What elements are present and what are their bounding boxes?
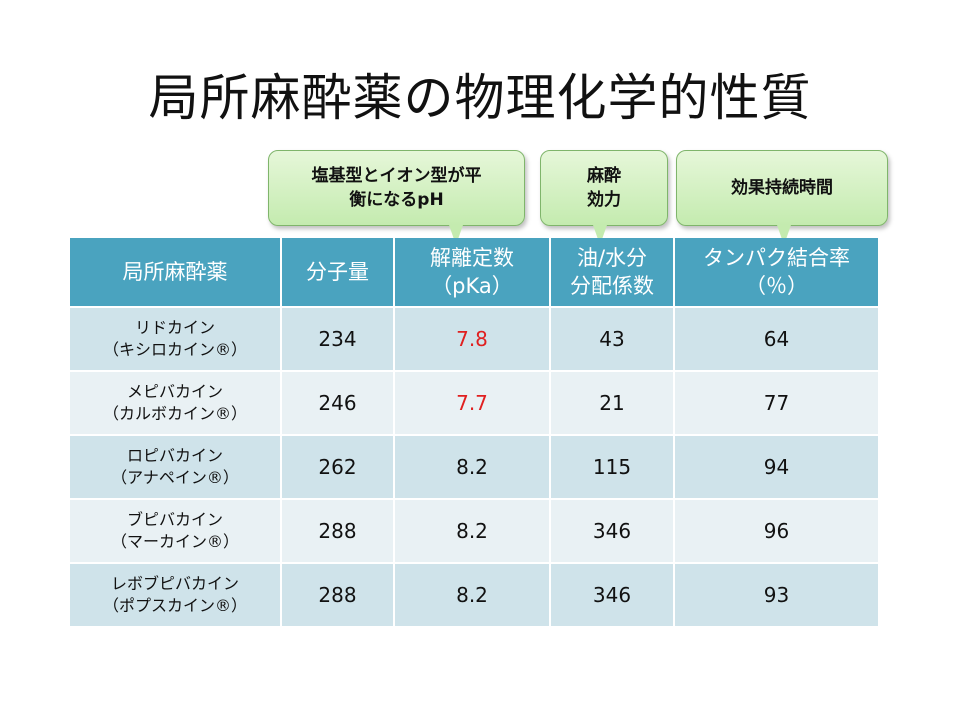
partition-value: 346 (550, 498, 675, 563)
table-row: リドカイン （キシロカイン®） 234 7.8 43 64 (70, 306, 878, 371)
partition-value: 21 (550, 370, 675, 435)
molecular-weight: 288 (281, 562, 395, 626)
table-row: メピバカイン （カルボカイン®） 246 7.7 21 77 (70, 370, 878, 435)
pka-value: 8.2 (394, 434, 551, 499)
partition-value: 115 (550, 434, 675, 499)
binding-value: 94 (674, 434, 878, 499)
header-drug: 局所麻酔薬 (70, 238, 282, 307)
binding-value: 93 (674, 562, 878, 626)
drug-name: ロピバカイン （アナペイン®） (70, 434, 282, 499)
binding-value: 64 (674, 306, 878, 371)
pka-value: 7.8 (394, 306, 551, 371)
callout-pka-text: 塩基型とイオン型が平 衡になるpH (311, 166, 482, 210)
header-partition-coefficient: 油/水分 分配係数 (550, 238, 675, 307)
header-pka: 解離定数 （pKa） (394, 238, 551, 307)
partition-value: 346 (550, 562, 675, 626)
drug-name: メピバカイン （カルボカイン®） (70, 370, 282, 435)
callout-duration-note: 効果持続時間 (676, 150, 888, 245)
binding-value: 96 (674, 498, 878, 563)
table-header-row: 局所麻酔薬 分子量 解離定数 （pKa） 油/水分 分配係数 タンパク結合率 （… (70, 238, 878, 307)
molecular-weight: 288 (281, 498, 395, 563)
slide-title: 局所麻酔薬の物理化学的性質 (148, 69, 812, 127)
callout-pka-note: 塩基型とイオン型が平 衡になるpH (268, 150, 525, 245)
table-row: レボブピバカイン （ポプスカイン®） 288 8.2 346 93 (70, 562, 878, 626)
table-row: ロピバカイン （アナペイン®） 262 8.2 115 94 (70, 434, 878, 499)
pka-value: 7.7 (394, 370, 551, 435)
drug-name: リドカイン （キシロカイン®） (70, 306, 282, 371)
header-molecular-weight: 分子量 (281, 238, 395, 307)
partition-value: 43 (550, 306, 675, 371)
table-row: ブピバカイン （マーカイン®） 288 8.2 346 96 (70, 498, 878, 563)
molecular-weight: 262 (281, 434, 395, 499)
molecular-weight: 234 (281, 306, 395, 371)
callout-potency-note: 麻酔 効力 (540, 150, 668, 245)
drug-name: レボブピバカイン （ポプスカイン®） (70, 562, 282, 626)
drug-name: ブピバカイン （マーカイン®） (70, 498, 282, 563)
pka-value: 8.2 (394, 498, 551, 563)
properties-table: 局所麻酔薬 分子量 解離定数 （pKa） 油/水分 分配係数 タンパク結合率 （… (70, 238, 878, 626)
molecular-weight: 246 (281, 370, 395, 435)
callout-potency-text: 麻酔 効力 (587, 166, 621, 210)
binding-value: 77 (674, 370, 878, 435)
callout-duration-text: 効果持続時間 (731, 178, 833, 198)
pka-value: 8.2 (394, 562, 551, 626)
header-protein-binding: タンパク結合率 （％） (674, 238, 878, 307)
